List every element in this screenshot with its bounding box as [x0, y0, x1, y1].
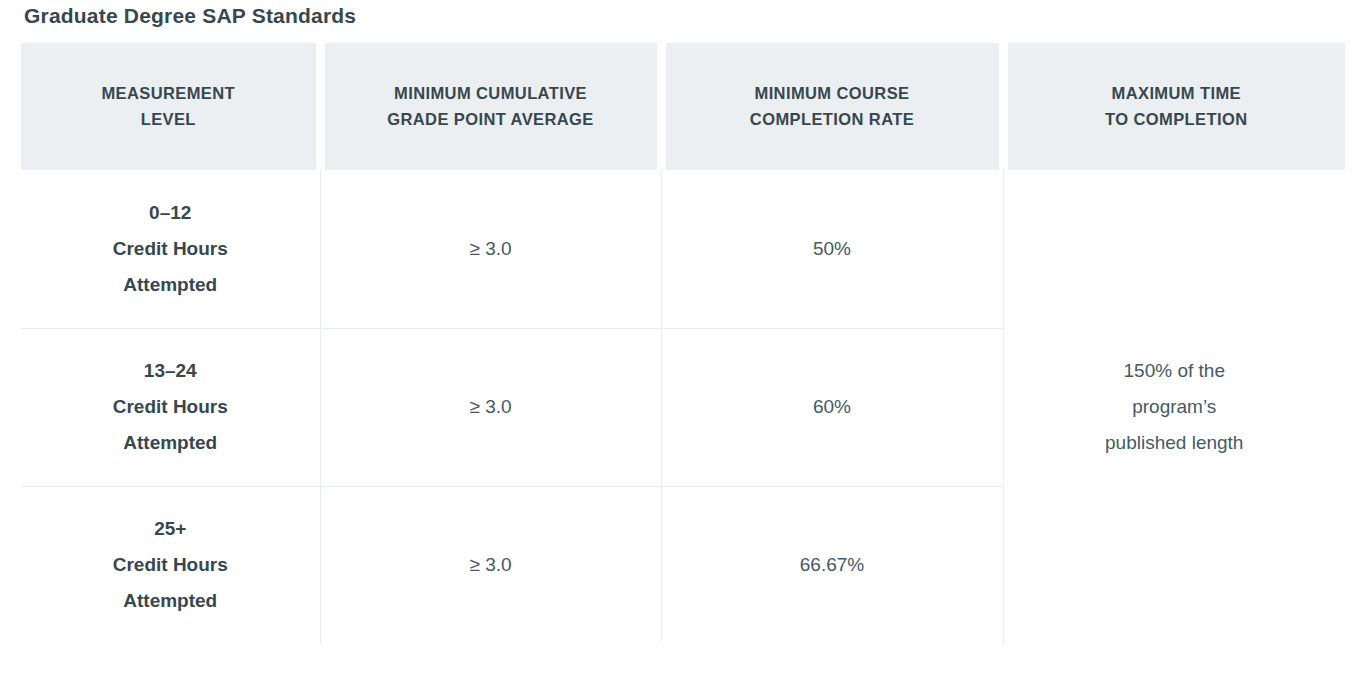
max-time-line: published length: [1105, 432, 1243, 453]
sap-standards-table: MEASUREMENT LEVEL MINIMUM CUMULATIVE GRA…: [21, 43, 1345, 644]
header-line: TO COMPLETION: [1105, 110, 1247, 128]
header-row: MEASUREMENT LEVEL MINIMUM CUMULATIVE GRA…: [21, 43, 1345, 170]
credit-hours-label: Credit Hours: [113, 238, 228, 259]
credit-hours-label: Credit Hours: [113, 396, 228, 417]
header-line: GRADE POINT AVERAGE: [387, 110, 594, 128]
page-title: Graduate Degree SAP Standards: [0, 0, 1368, 29]
credit-hours-sublabel: Attempted: [123, 590, 217, 611]
header-line: MINIMUM COURSE: [754, 84, 909, 102]
cell-min-completion-rate: 66.67%: [661, 486, 1003, 644]
cell-min-gpa: ≥ 3.0: [320, 170, 661, 328]
cell-min-gpa: ≥ 3.0: [320, 486, 661, 644]
header-line: COMPLETION RATE: [750, 110, 914, 128]
header-line: MINIMUM CUMULATIVE: [394, 84, 587, 102]
column-header-minimum-cumulative-gpa: MINIMUM CUMULATIVE GRADE POINT AVERAGE: [320, 43, 661, 170]
credit-hours-sublabel: Attempted: [123, 274, 217, 295]
cell-maximum-time-to-completion: 150% of the program’s published length: [1003, 170, 1345, 644]
cell-measurement-level: 13–24 Credit Hours Attempted: [21, 328, 320, 486]
credit-hours-range: 13–24: [144, 360, 197, 381]
cell-min-completion-rate: 60%: [661, 328, 1003, 486]
column-header-measurement-level: MEASUREMENT LEVEL: [21, 43, 320, 170]
header-line: MEASUREMENT: [101, 84, 235, 102]
column-header-minimum-course-completion-rate: MINIMUM COURSE COMPLETION RATE: [661, 43, 1003, 170]
max-time-line: 150% of the: [1124, 360, 1225, 381]
credit-hours-range: 25+: [154, 518, 186, 539]
cell-min-gpa: ≥ 3.0: [320, 328, 661, 486]
cell-measurement-level: 0–12 Credit Hours Attempted: [21, 170, 320, 328]
cell-measurement-level: 25+ Credit Hours Attempted: [21, 486, 320, 644]
cell-min-completion-rate: 50%: [661, 170, 1003, 328]
max-time-line: program’s: [1132, 396, 1216, 417]
header-line: LEVEL: [141, 110, 196, 128]
credit-hours-sublabel: Attempted: [123, 432, 217, 453]
credit-hours-label: Credit Hours: [113, 554, 228, 575]
column-header-maximum-time-to-completion: MAXIMUM TIME TO COMPLETION: [1003, 43, 1345, 170]
credit-hours-range: 0–12: [149, 202, 191, 223]
header-line: MAXIMUM TIME: [1112, 84, 1241, 102]
table-row: 0–12 Credit Hours Attempted ≥ 3.0 50% 15…: [21, 170, 1345, 328]
